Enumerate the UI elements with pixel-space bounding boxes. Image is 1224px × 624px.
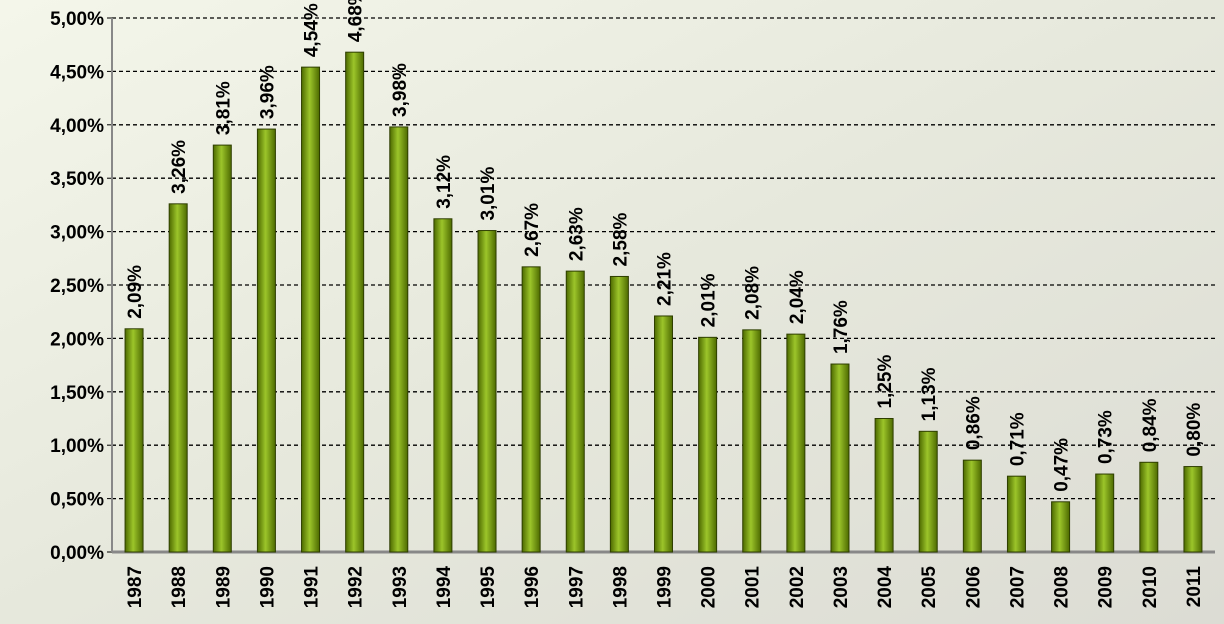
bar xyxy=(168,203,188,553)
x-tick-label: 2008 xyxy=(1052,566,1073,608)
value-label: 0,73% xyxy=(1096,410,1117,464)
bar xyxy=(212,144,232,553)
value-label: 2,21% xyxy=(655,252,676,306)
x-tick-label: 1999 xyxy=(655,566,676,608)
bar xyxy=(521,266,541,553)
bar xyxy=(962,459,982,553)
value-label: 2,67% xyxy=(522,203,543,257)
value-label: 3,01% xyxy=(478,167,499,221)
x-tick-label: 2010 xyxy=(1140,566,1161,608)
bar xyxy=(1139,461,1159,553)
value-label: 3,96% xyxy=(257,65,278,119)
value-label: 0,80% xyxy=(1184,403,1205,457)
value-label: 4,68% xyxy=(346,0,367,42)
y-tick-label: 5,00% xyxy=(50,9,104,30)
value-label: 2,09% xyxy=(125,265,146,319)
value-label: 2,58% xyxy=(610,212,631,266)
bar xyxy=(433,218,453,553)
value-label: 2,04% xyxy=(787,270,808,324)
y-tick-label: 2,00% xyxy=(50,329,104,350)
y-tick-label: 0,50% xyxy=(50,490,104,511)
bar xyxy=(1006,475,1026,553)
value-label: 2,08% xyxy=(743,266,764,320)
value-label: 3,98% xyxy=(390,63,411,117)
value-label: 2,01% xyxy=(699,273,720,327)
bar xyxy=(698,336,718,553)
x-tick-label: 1987 xyxy=(125,566,146,608)
bar xyxy=(874,418,894,553)
x-tick-label: 2004 xyxy=(875,566,896,609)
bar xyxy=(786,333,806,553)
x-tick-label: 2009 xyxy=(1096,566,1117,608)
x-tick-label: 2003 xyxy=(831,566,852,608)
bar xyxy=(609,275,629,553)
y-tick-label: 2,50% xyxy=(50,276,104,297)
y-tick-label: 0,00% xyxy=(50,543,104,564)
x-tick-label: 1995 xyxy=(478,566,499,609)
value-label: 0,71% xyxy=(1007,412,1028,466)
bar xyxy=(389,126,409,553)
value-label: 4,54% xyxy=(302,3,323,57)
x-tick-label: 1988 xyxy=(169,566,190,608)
x-tick-label: 1991 xyxy=(302,566,323,609)
y-tick-label: 1,00% xyxy=(50,436,104,457)
value-label: 3,81% xyxy=(213,81,234,135)
bar xyxy=(742,329,762,553)
x-tick-label: 2000 xyxy=(699,566,720,608)
value-label: 1,13% xyxy=(919,367,940,421)
bar xyxy=(830,363,850,553)
x-tick-label: 1996 xyxy=(522,566,543,608)
bar xyxy=(1051,501,1071,553)
bar xyxy=(124,328,144,553)
value-label: 0,84% xyxy=(1140,398,1161,452)
bar xyxy=(1095,473,1115,553)
value-label: 3,12% xyxy=(434,155,455,209)
x-tick-label: 1998 xyxy=(610,566,631,608)
value-label: 0,47% xyxy=(1052,438,1073,492)
value-label: 0,86% xyxy=(963,396,984,450)
y-tick-label: 3,00% xyxy=(50,223,104,244)
value-label: 3,26% xyxy=(169,140,190,194)
x-tick-label: 1990 xyxy=(257,566,278,608)
y-tick-label: 4,00% xyxy=(50,116,104,137)
x-tick-label: 2006 xyxy=(963,566,984,608)
x-tick-label: 1997 xyxy=(566,566,587,608)
y-tick-label: 4,50% xyxy=(50,62,104,83)
x-tick-label: 1992 xyxy=(346,566,367,608)
bar xyxy=(654,315,673,553)
value-label: 2,63% xyxy=(566,207,587,261)
bar xyxy=(565,270,585,553)
x-tick-label: 1989 xyxy=(213,566,234,608)
bar xyxy=(345,51,365,553)
bar xyxy=(301,66,321,553)
x-tick-label: 1993 xyxy=(390,566,411,608)
x-tick-label: 1994 xyxy=(434,566,455,609)
x-tick-label: 2011 xyxy=(1184,566,1205,608)
bar xyxy=(256,128,276,553)
value-label: 1,76% xyxy=(831,300,852,354)
x-tick-label: 2005 xyxy=(919,566,940,609)
x-tick-label: 2002 xyxy=(787,566,808,608)
bar xyxy=(477,230,497,553)
x-tick-label: 2007 xyxy=(1007,566,1028,608)
bar xyxy=(1183,466,1203,553)
y-tick-label: 1,50% xyxy=(50,383,104,404)
bar xyxy=(918,430,938,553)
x-tick-label: 2001 xyxy=(743,566,764,609)
y-tick-label: 3,50% xyxy=(50,169,104,190)
value-label: 1,25% xyxy=(875,355,896,409)
